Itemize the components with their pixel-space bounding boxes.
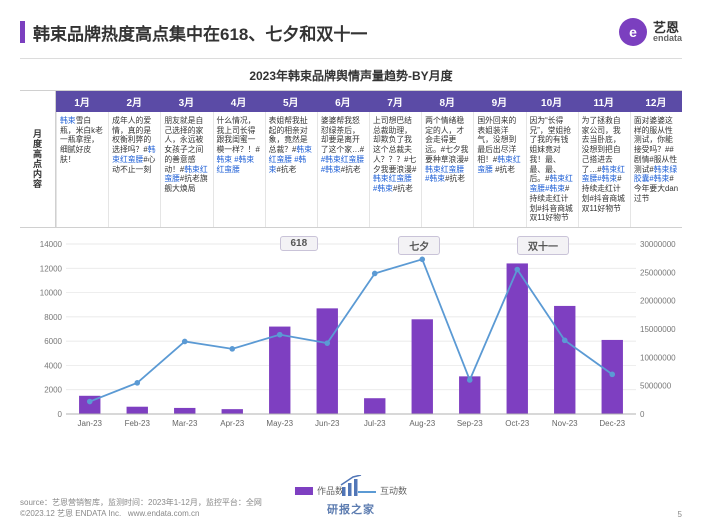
svg-text:4000: 4000	[44, 362, 62, 371]
svg-text:6000: 6000	[44, 337, 62, 346]
svg-text:Mar-23: Mar-23	[172, 419, 198, 428]
legend-line: 互动数	[380, 484, 407, 497]
footer-site: www.endata.com.cn	[128, 509, 200, 518]
svg-text:Sep-23: Sep-23	[457, 419, 483, 428]
chart-callout: 618	[280, 236, 319, 251]
slide-header: 韩束品牌热度高点集中在618、七夕和双十一 e 艺恩 endata	[20, 18, 682, 46]
svg-text:5000000: 5000000	[640, 382, 672, 391]
svg-text:25000000: 25000000	[640, 268, 676, 277]
month-cell: 表姐帮我扯起的相亲对象，竟然是总裁？#韩束红蛮腰 #韩束#抗老	[265, 112, 317, 227]
svg-text:15000000: 15000000	[640, 325, 676, 334]
chart-callout: 七夕	[398, 236, 440, 255]
title-accent	[20, 21, 25, 43]
header-divider	[20, 58, 682, 59]
logo-mark: e	[619, 18, 647, 46]
svg-text:12000: 12000	[40, 264, 63, 273]
chart-callout: 双十一	[517, 236, 569, 255]
watermark-icon	[339, 475, 363, 499]
month-header: 8月	[421, 91, 473, 112]
page-number: 5	[678, 510, 682, 519]
svg-text:30000000: 30000000	[640, 240, 676, 249]
month-header: 11月	[578, 91, 630, 112]
svg-text:10000000: 10000000	[640, 353, 676, 362]
month-header: 2月	[108, 91, 160, 112]
svg-text:14000: 14000	[40, 240, 63, 249]
svg-text:10000: 10000	[40, 289, 63, 298]
month-cell: 因为“长得兄”，堂姐抢了我的有钱姐妹竟对我！最、最、最、后。#韩束红蛮腰#韩束#…	[526, 112, 578, 227]
svg-text:Apr-23: Apr-23	[220, 419, 245, 428]
month-cell: 两个情绪稳定的人，才会走得更远。#七夕我要种草浪漫#韩束红蛮腰 #韩束#抗老	[421, 112, 473, 227]
svg-text:Aug-23: Aug-23	[409, 419, 435, 428]
svg-text:Nov-23: Nov-23	[552, 419, 578, 428]
slide-footer: source：艺恩营销智库，监测时间：2023年1-12月，监控平台：全网 ©2…	[20, 497, 682, 519]
month-cell: 婆婆帮我怒怼绿茶后，却要是离开了这个家…##韩束红蛮腰 #韩束#抗老	[317, 112, 369, 227]
svg-text:Dec-23: Dec-23	[599, 419, 625, 428]
footer-copyright: ©2023.12 艺恩 ENDATA Inc.	[20, 509, 121, 518]
footer-source: source：艺恩营销智库，监测时间：2023年1-12月，监控平台：全网	[20, 497, 262, 508]
brand-logo: e 艺恩 endata	[619, 18, 682, 46]
month-cell: 什么情况，我上司长得跟我闺蜜一模一样？！#韩束 #韩束红蛮腰	[213, 112, 265, 227]
month-header: 6月	[317, 91, 369, 112]
month-cell: 韩束雪白瓶，米白k老一瓶拿捏，细腻好皮肤！	[56, 112, 108, 227]
trend-chart: 0 2000 4000 6000 8000 10000 12000 14000 0 5000000…	[20, 234, 682, 444]
svg-text:Oct-23: Oct-23	[505, 419, 530, 428]
month-cell: 上司想巴结总裁助理，却欺负了我这个总裁夫人？？？#七夕我要浪漫#韩束红蛮腰 #韩…	[369, 112, 421, 227]
logo-en: endata	[653, 34, 682, 43]
svg-text:2000: 2000	[44, 386, 62, 395]
monthly-timeline: 月度高点内容 1月2月3月4月5月6月7月8月9月10月11月12月韩束雪白瓶，…	[20, 90, 682, 228]
month-header: 7月	[369, 91, 421, 112]
month-header: 9月	[473, 91, 525, 112]
month-header: 4月	[213, 91, 265, 112]
svg-text:Feb-23: Feb-23	[125, 419, 151, 428]
svg-text:May-23: May-23	[266, 419, 293, 428]
timeline-side-label: 月度高点内容	[20, 91, 56, 227]
month-header: 12月	[630, 91, 682, 112]
svg-text:20000000: 20000000	[640, 297, 676, 306]
month-cell: 面对婆婆这样的服从性测试，你能接受吗？##剧情#服从性测试#韩束绿胶囊#韩束#今…	[630, 112, 682, 227]
page-title: 韩束品牌热度高点集中在618、七夕和双十一	[33, 20, 367, 45]
svg-text:0: 0	[58, 410, 63, 419]
svg-text:8000: 8000	[44, 313, 62, 322]
month-header: 1月	[56, 91, 108, 112]
svg-text:Jun-23: Jun-23	[315, 419, 340, 428]
month-header: 10月	[526, 91, 578, 112]
svg-text:Jan-23: Jan-23	[78, 419, 103, 428]
month-header: 3月	[160, 91, 212, 112]
svg-text:0: 0	[640, 410, 645, 419]
svg-text:Jul-23: Jul-23	[364, 419, 386, 428]
chart-subtitle: 2023年韩束品牌舆情声量趋势-BY月度	[20, 67, 682, 84]
month-cell: 成年人的爱情，真的是权衡利弊的选择吗？#韩束红蛮腰#心动不止一刻	[108, 112, 160, 227]
month-cell: 为了拯救自家公司，我去当卧底，没想到把自己搭进去了…#韩束红蛮腰#韩束#持续走红…	[578, 112, 630, 227]
month-cell: 国外回来的表姐装洋气，没想到最后出尽洋相！#韩束红蛮腰 #抗老	[473, 112, 525, 227]
month-header: 5月	[265, 91, 317, 112]
month-cell: 朋友就是自己选择的家人，永远被女孩子之间的善意感动！#韩束红蛮腰#抗老旗舰大焕局	[160, 112, 212, 227]
